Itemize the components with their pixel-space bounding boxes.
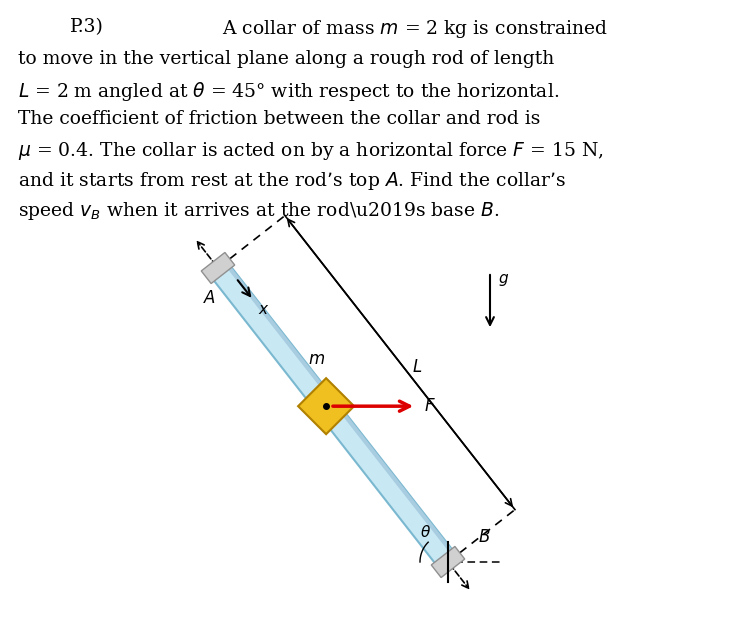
Text: $\mu$ = 0.4. The collar is acted on by a horizontal force $F$ = 15 N,: $\mu$ = 0.4. The collar is acted on by a… [18,140,604,162]
Text: $A$: $A$ [203,290,216,307]
Polygon shape [298,378,354,434]
Polygon shape [201,253,235,284]
Text: $L$ = 2 m angled at $\theta$ = 45° with respect to the horizontal.: $L$ = 2 m angled at $\theta$ = 45° with … [18,80,559,103]
Text: $\theta$: $\theta$ [420,524,431,540]
Text: A collar of mass $m$ = 2 kg is constrained: A collar of mass $m$ = 2 kg is constrain… [222,18,608,40]
Text: speed $v_B$ when it arrives at the rod\u2019s base $B$.: speed $v_B$ when it arrives at the rod\u… [18,200,500,222]
Text: to move in the vertical plane along a rough rod of length: to move in the vertical plane along a ro… [18,50,554,68]
Text: P.3): P.3) [70,18,104,36]
Text: $B$: $B$ [478,528,491,545]
Text: The coefficient of friction between the collar and rod is: The coefficient of friction between the … [18,110,540,128]
Polygon shape [431,547,465,578]
Text: $L$: $L$ [412,359,423,376]
Text: $F$: $F$ [424,398,436,415]
Polygon shape [224,261,457,558]
Text: and it starts from rest at the rod’s top $A$. Find the collar’s: and it starts from rest at the rod’s top… [18,170,566,192]
Polygon shape [209,261,457,569]
Text: $x$: $x$ [258,303,270,317]
Text: $m$: $m$ [308,351,325,368]
Text: $g$: $g$ [498,272,509,288]
